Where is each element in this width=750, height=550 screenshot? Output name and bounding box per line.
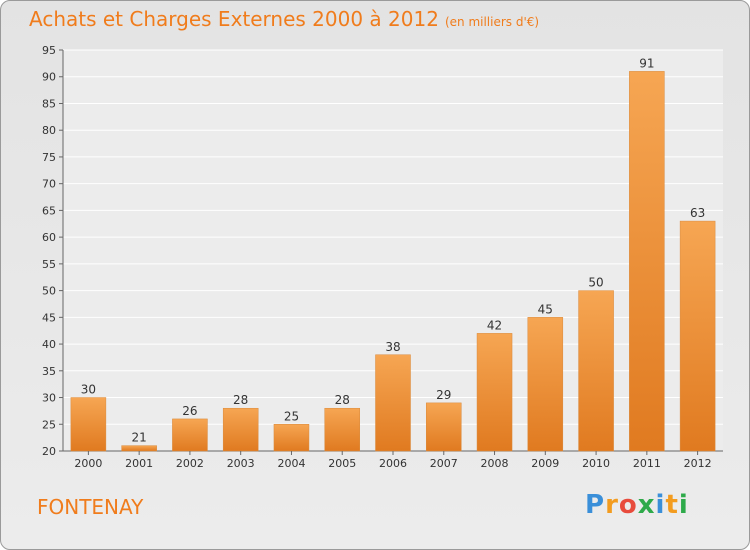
data-label: 28 [335, 393, 350, 407]
y-tick-label: 25 [42, 418, 56, 431]
data-label: 91 [639, 56, 654, 70]
data-label: 63 [690, 206, 705, 220]
x-tick-label: 2010 [582, 457, 610, 470]
y-tick-label: 60 [42, 231, 56, 244]
y-tick-label: 55 [42, 258, 56, 271]
x-tick-label: 2006 [379, 457, 407, 470]
y-tick-label: 40 [42, 338, 56, 351]
x-tick-label: 2008 [481, 457, 509, 470]
y-tick-label: 50 [42, 285, 56, 298]
x-tick-label: 2003 [227, 457, 255, 470]
x-tick-label: 2000 [74, 457, 102, 470]
bar [679, 220, 716, 452]
data-label: 45 [538, 302, 553, 316]
bar [527, 317, 564, 452]
data-label: 28 [233, 393, 248, 407]
bar [426, 402, 462, 452]
bar [172, 418, 208, 452]
x-tick-label: 2005 [328, 457, 356, 470]
chart-title-text: Achats et Charges Externes 2000 à 2012 [29, 7, 439, 31]
y-tick-label: 70 [42, 178, 56, 191]
x-tick-label: 2009 [531, 457, 559, 470]
logo-letter: t [665, 490, 679, 520]
data-label: 42 [487, 318, 502, 332]
bar [121, 445, 157, 452]
x-tick-label: 2012 [684, 457, 712, 470]
chart-title: Achats et Charges Externes 2000 à 2012 (e… [29, 7, 539, 31]
data-label: 38 [385, 340, 400, 354]
x-tick-label: 2011 [633, 457, 661, 470]
bar [70, 397, 107, 452]
y-tick-label: 35 [42, 365, 56, 378]
y-tick-label: 30 [42, 392, 56, 405]
x-tick-label: 2002 [176, 457, 204, 470]
y-tick-label: 20 [42, 445, 56, 458]
logo-letter: x [637, 490, 656, 520]
x-tick-label: 2007 [430, 457, 458, 470]
bar [578, 290, 614, 452]
x-tick-label: 2004 [277, 457, 305, 470]
logo-letter: i [655, 490, 666, 520]
y-tick-label: 85 [42, 97, 56, 110]
logo-letter: i [678, 490, 689, 520]
x-tick-label: 2001 [125, 457, 153, 470]
y-tick-label: 45 [42, 311, 56, 324]
bar [222, 407, 259, 452]
y-tick-label: 90 [42, 71, 56, 84]
bar [324, 407, 360, 452]
data-label: 29 [436, 388, 451, 402]
bar [375, 354, 411, 452]
logo-letter: o [618, 490, 638, 520]
y-tick-label: 80 [42, 124, 56, 137]
data-label: 50 [588, 276, 603, 290]
place-name: FONTENAY [37, 495, 144, 519]
data-label: 30 [81, 383, 96, 397]
data-label: 26 [182, 404, 197, 418]
logo-letter: P [585, 490, 606, 520]
bar [629, 71, 665, 452]
proxiti-logo: Proxiti [585, 490, 689, 520]
chart-subtitle: (en milliers d'€) [444, 15, 540, 29]
y-tick-label: 65 [42, 204, 56, 217]
data-label: 25 [284, 409, 299, 423]
logo-letter: r [605, 490, 619, 520]
y-tick-label: 75 [42, 151, 56, 164]
y-tick-label: 95 [42, 44, 56, 57]
bar [273, 424, 310, 452]
bar [476, 333, 513, 452]
data-label: 21 [132, 431, 147, 445]
